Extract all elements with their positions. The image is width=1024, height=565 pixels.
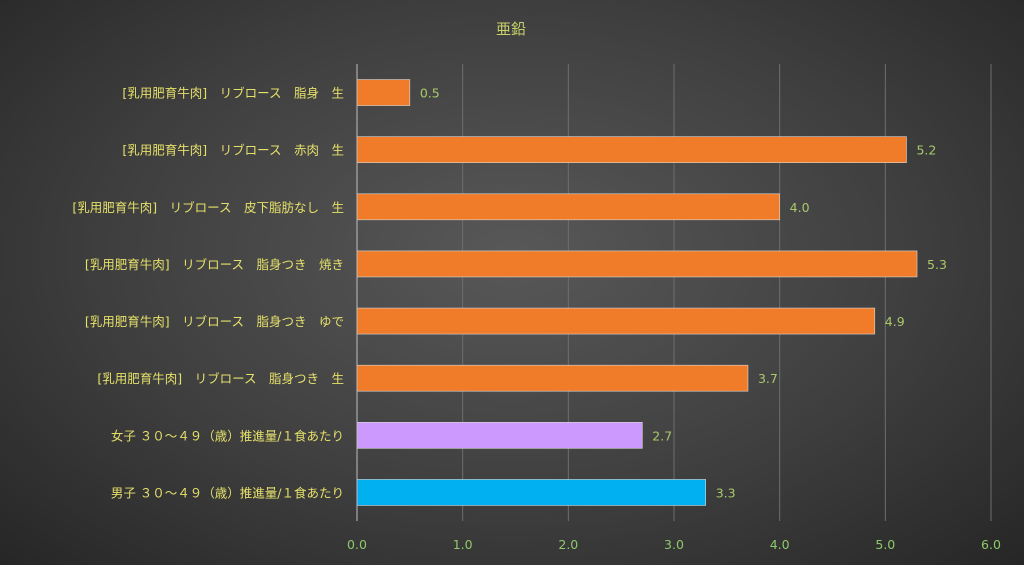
data-label: 3.3	[716, 485, 736, 500]
bar	[356, 479, 707, 506]
bar	[356, 364, 749, 392]
category-label: [乳用肥育牛肉] リブロース 脂身つき ゆで	[85, 314, 344, 329]
bar	[356, 136, 907, 163]
bar	[356, 307, 876, 335]
bar	[356, 250, 918, 278]
x-tick-label: 4.0	[770, 537, 790, 552]
category-label: [乳用肥育牛肉] リブロース 脂身つき 焼き	[85, 257, 344, 272]
labels: 0.0 1.0 2.0 3.0 4.0 5.0 6.0 0.5 [乳用肥育牛肉] リブロース 脂…	[72, 86, 1001, 552]
x-tick-label: 0.0	[347, 537, 367, 552]
data-label: 4.0	[790, 200, 810, 215]
chart-title: 亜鉛	[496, 20, 526, 38]
x-tick-label: 6.0	[981, 537, 1001, 552]
data-label: 4.9	[885, 314, 905, 329]
category-label: [乳用肥育牛肉] リブロース 脂身つき 生	[97, 371, 344, 386]
data-label: 3.7	[758, 371, 778, 386]
category-label: [乳用肥育牛肉] リブロース 脂身 生	[122, 86, 344, 101]
data-label: 0.5	[420, 86, 440, 101]
bars	[356, 79, 918, 506]
category-label: 女子 ３０～４９（歳）推進量/１食あたり	[111, 428, 344, 443]
category-label: [乳用肥育牛肉] リブロース 皮下脂肪なし 生	[72, 200, 344, 215]
gridlines	[462, 64, 992, 521]
category-label: [乳用肥育牛肉] リブロース 赤肉 生	[122, 143, 344, 158]
category-label: 男子 ３０～４９（歳）推進量/１食あたり	[111, 485, 344, 500]
data-label: 2.7	[652, 428, 672, 443]
bar	[356, 193, 780, 221]
x-tick-label: 2.0	[558, 537, 578, 552]
bar	[356, 79, 411, 106]
data-label: 5.3	[927, 257, 947, 272]
data-label: 5.2	[916, 143, 936, 158]
x-tick-label: 1.0	[453, 537, 473, 552]
bar	[356, 422, 643, 449]
x-tick-label: 5.0	[875, 537, 895, 552]
x-tick-label: 3.0	[664, 537, 684, 552]
